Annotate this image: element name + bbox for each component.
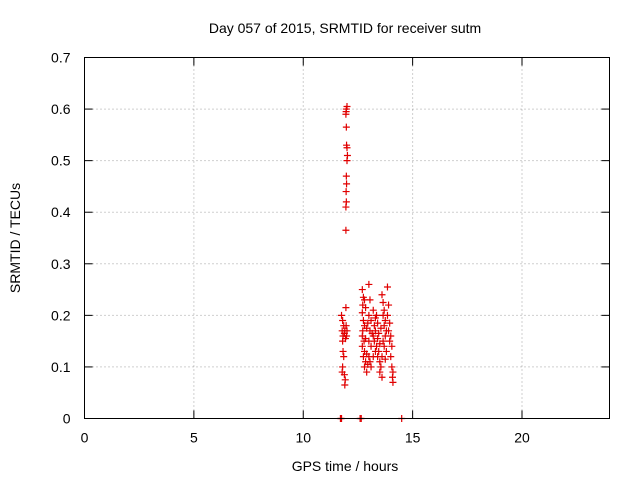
x-axis-label: GPS time / hours [292,458,399,474]
y-tick-label: 0 [63,411,71,427]
data-point [343,332,351,340]
data-point [375,329,383,337]
data-point [362,304,370,312]
y-axis-label: SRMTID / TECUs [7,183,23,293]
x-tick-label: 10 [295,430,311,446]
data-point [365,311,373,319]
data-point [375,347,383,355]
grid-layer [84,57,610,419]
x-tick-label: 5 [190,430,198,446]
data-point [388,342,396,350]
y-tick-label: 0.7 [51,50,71,66]
data-point [342,304,350,312]
data-point [363,368,371,376]
data-point [343,180,351,188]
y-tick-label: 0.2 [51,307,71,323]
data-point [366,358,374,366]
data-point [343,102,351,110]
data-point [367,363,375,371]
data-point [381,317,389,325]
data-point [374,319,382,327]
data-point [383,283,391,291]
data-point [369,306,377,314]
data-point [381,355,389,363]
data-point [386,319,394,327]
data-point [376,358,384,366]
data-point [364,319,372,327]
data-point [342,188,350,196]
y-tick-label: 0.1 [51,359,71,375]
data-point [377,363,385,371]
data-point [342,172,350,180]
data-point [343,151,351,159]
data-point [340,371,348,379]
data-point [342,226,350,234]
y-tick-label: 0.5 [51,153,71,169]
data-point [371,314,379,322]
data-point [366,296,374,304]
data-point [376,368,384,376]
y-tick-label: 0.3 [51,256,71,272]
data-point [342,123,350,131]
data-point [377,324,385,332]
data-point [359,317,367,325]
data-point [379,298,387,306]
x-tick-label: 0 [81,430,89,446]
data-point [385,301,393,309]
data-point [358,309,366,317]
data-point [339,317,347,325]
data-point [340,353,348,361]
data-point [383,311,391,319]
data-point [380,306,388,314]
data-point [387,353,395,361]
data-point [338,311,346,319]
data-point [365,280,373,288]
ticks-layer: 0 0.1 0.2 0.3 0.4 0.5 0.6 0.7 0 5 10 15 20 [51,50,610,446]
data-point [368,329,376,337]
data-point [388,363,396,371]
data-point [378,291,386,299]
data-point [342,322,350,330]
data-point [342,198,350,206]
y-tick-label: 0.6 [51,101,71,117]
data-point [361,363,368,371]
data-point [358,286,366,294]
x-tick-label: 20 [514,430,530,446]
data-point [389,378,397,386]
data-point [380,342,388,350]
data-point [386,337,394,345]
data-points-layer [336,102,406,422]
data-point [339,347,347,355]
data-point [385,327,393,335]
data-point [378,373,386,381]
chart-title: Day 057 of 2015, SRMTID for receiver sut… [209,20,481,36]
data-point [382,347,390,355]
data-point [379,337,387,345]
data-point [374,335,382,343]
x-tick-label: 15 [405,430,421,446]
data-point [358,342,366,350]
plot-frame [84,57,610,419]
data-point [343,141,351,149]
data-point [341,381,349,389]
y-tick-label: 0.4 [51,204,71,220]
data-point [387,332,395,340]
